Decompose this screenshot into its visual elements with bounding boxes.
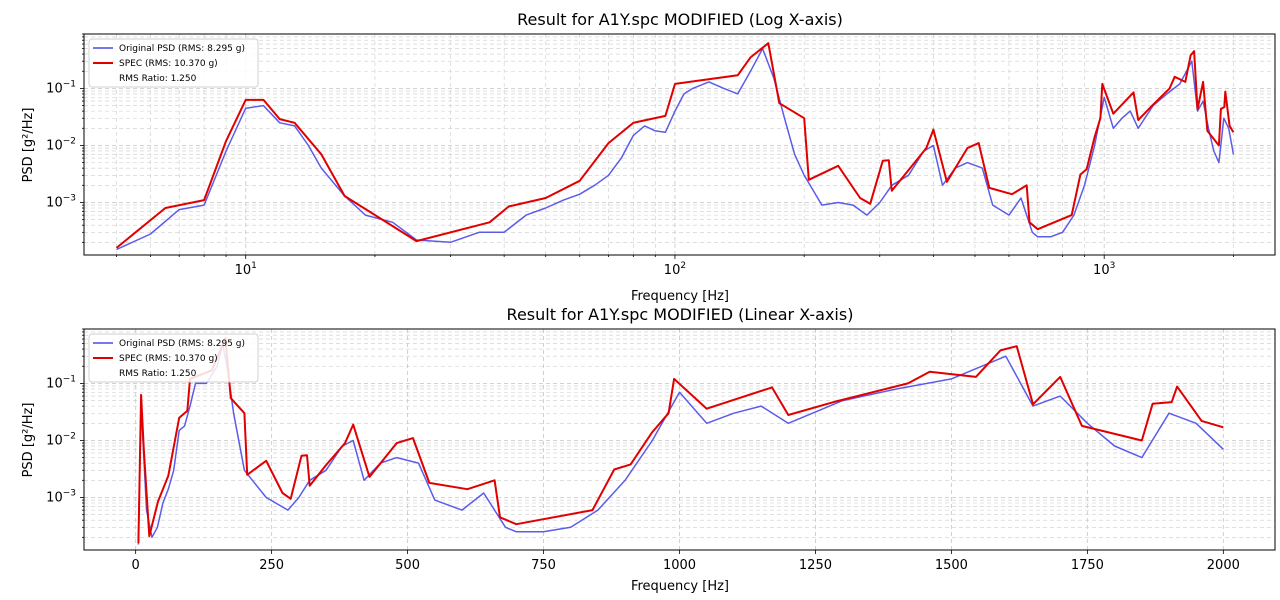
chart-title: Result for A1Y.spc MODIFIED (Log X-axis) [517, 10, 843, 29]
x-tick-label: 250 [259, 558, 284, 573]
x-tick-label: 101 [235, 261, 257, 278]
y-axis-label: PSD [g²/Hz] [21, 108, 36, 183]
legend-entry-label: SPEC (RMS: 10.370 g) [119, 59, 218, 69]
legend: Original PSD (RMS: 8.295 g) SPEC (RMS: 10… [88, 333, 259, 383]
legend-entry-label: RMS Ratio: 1.250 [119, 74, 197, 84]
x-axis-label: Frequency [Hz] [631, 579, 729, 594]
x-tick-label: 103 [1093, 261, 1115, 278]
legend-frame [88, 333, 259, 383]
axes-frame [83, 328, 1276, 551]
x-tick-label: 500 [395, 558, 420, 573]
y-tick-label: 10−3 [46, 488, 76, 505]
x-tick-label: 1750 [1071, 558, 1104, 573]
x-axis-label: Frequency [Hz] [631, 289, 729, 304]
y-axis-label: PSD [g²/Hz] [21, 403, 36, 478]
x-tick-label: 0 [132, 558, 140, 573]
legend: Original PSD (RMS: 8.295 g) SPEC (RMS: 10… [88, 38, 259, 88]
x-tick-label: 2000 [1207, 558, 1240, 573]
legend-entry-label: RMS Ratio: 1.250 [119, 369, 197, 379]
x-tick-label: 102 [664, 261, 686, 278]
x-tick-label: 1000 [663, 558, 696, 573]
series-original-psd-line [116, 47, 1235, 251]
y-tick-label: 10−1 [46, 79, 76, 96]
series-original-psd-line [137, 342, 1224, 545]
legend-frame [88, 38, 259, 88]
linear-x-chart: Result for A1Y.spc MODIFIED (Linear X-ax… [21, 305, 1276, 594]
x-tick-label: 1500 [935, 558, 968, 573]
y-tick-label: 10−1 [46, 374, 76, 391]
plot-area: 10−3 10−2 10−1 101 102 103 Original PSD (RMS: … [46, 33, 1276, 278]
x-tick-label: 1250 [799, 558, 832, 573]
plot-area: 10−3 10−2 10−1 0 250 500 750 1000 1250 1500 1750 20… [46, 328, 1276, 573]
y-tick-label: 10−2 [46, 136, 76, 153]
chart-title: Result for A1Y.spc MODIFIED (Linear X-ax… [507, 305, 854, 324]
y-tick-label: 10−3 [46, 193, 76, 210]
legend-entry-label: SPEC (RMS: 10.370 g) [119, 354, 218, 364]
y-tick-label: 10−2 [46, 431, 76, 448]
x-tick-label: 750 [531, 558, 556, 573]
series-spec-line [115, 42, 1235, 249]
log-x-chart: Result for A1Y.spc MODIFIED (Log X-axis)… [21, 10, 1276, 304]
axes-frame [83, 33, 1276, 256]
legend-entry-label: Original PSD (RMS: 8.295 g) [119, 339, 245, 349]
legend-entry-label: Original PSD (RMS: 8.295 g) [119, 44, 245, 54]
